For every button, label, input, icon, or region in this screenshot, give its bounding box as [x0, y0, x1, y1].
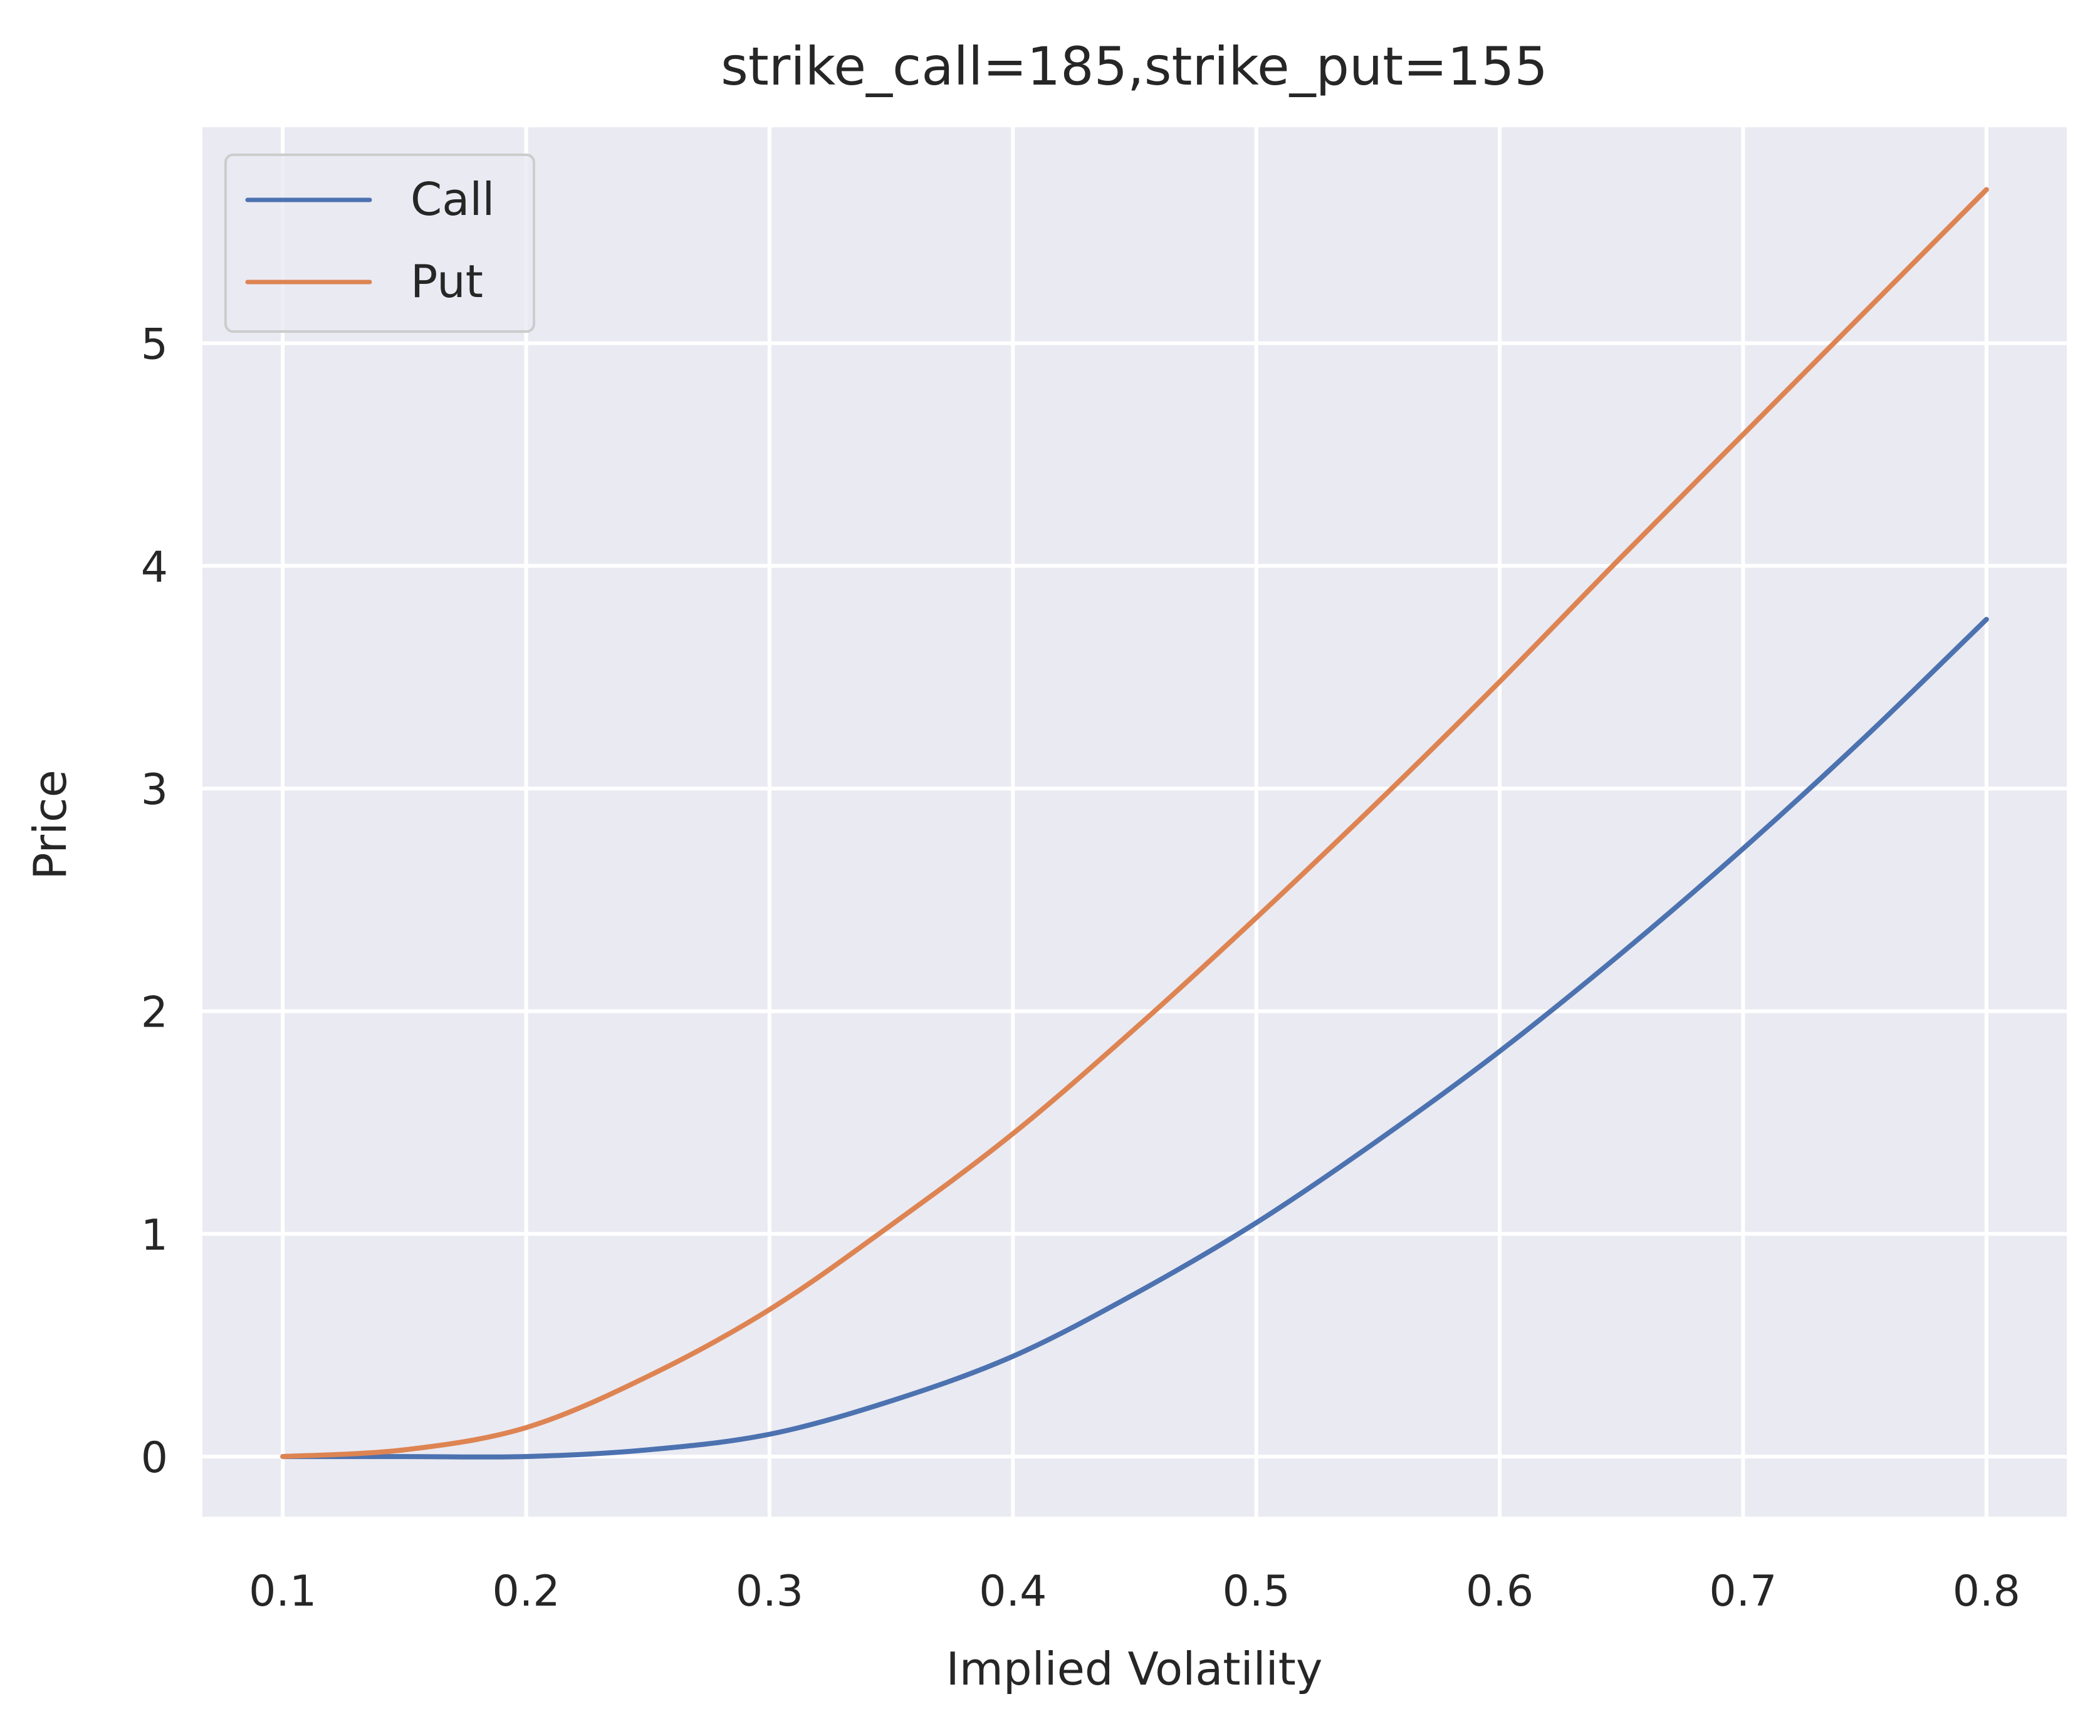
series-line-call [280, 617, 1989, 1460]
legend: Call Put [224, 154, 535, 333]
y-tick-label: 1 [141, 1211, 168, 1260]
x-axis-label: Implied Volatility [946, 1643, 1323, 1695]
legend-label-call: Call [410, 173, 494, 226]
chart-title: strike_call=185,strike_put=155 [721, 36, 1548, 97]
y-tick-label: 0 [141, 1433, 168, 1483]
y-tick-label: 4 [141, 543, 168, 592]
series-line-put [280, 187, 1989, 1460]
x-tick-label: 0.8 [1953, 1567, 2020, 1616]
legend-label-put: Put [410, 255, 483, 308]
x-tick-label: 0.1 [249, 1567, 316, 1616]
y-tick-label: 2 [141, 988, 168, 1037]
y-tick-label: 3 [141, 765, 168, 815]
x-tick-label: 0.2 [492, 1567, 560, 1616]
y-axis-label: Price [24, 770, 76, 880]
x-tick-label: 0.5 [1223, 1567, 1290, 1616]
tick-layer: 0.1 0.2 0.3 0.4 0.5 0.6 0.7 0.8 0 1 2 3 4 5 [141, 320, 2020, 1616]
x-tick-label: 0.6 [1466, 1567, 1533, 1616]
plot-area [202, 127, 2067, 1517]
x-tick-label: 0.4 [979, 1567, 1047, 1616]
series-layer [280, 187, 1989, 1460]
x-tick-label: 0.3 [736, 1567, 803, 1616]
x-tick-label: 0.7 [1709, 1567, 1777, 1616]
y-tick-label: 5 [141, 320, 168, 370]
